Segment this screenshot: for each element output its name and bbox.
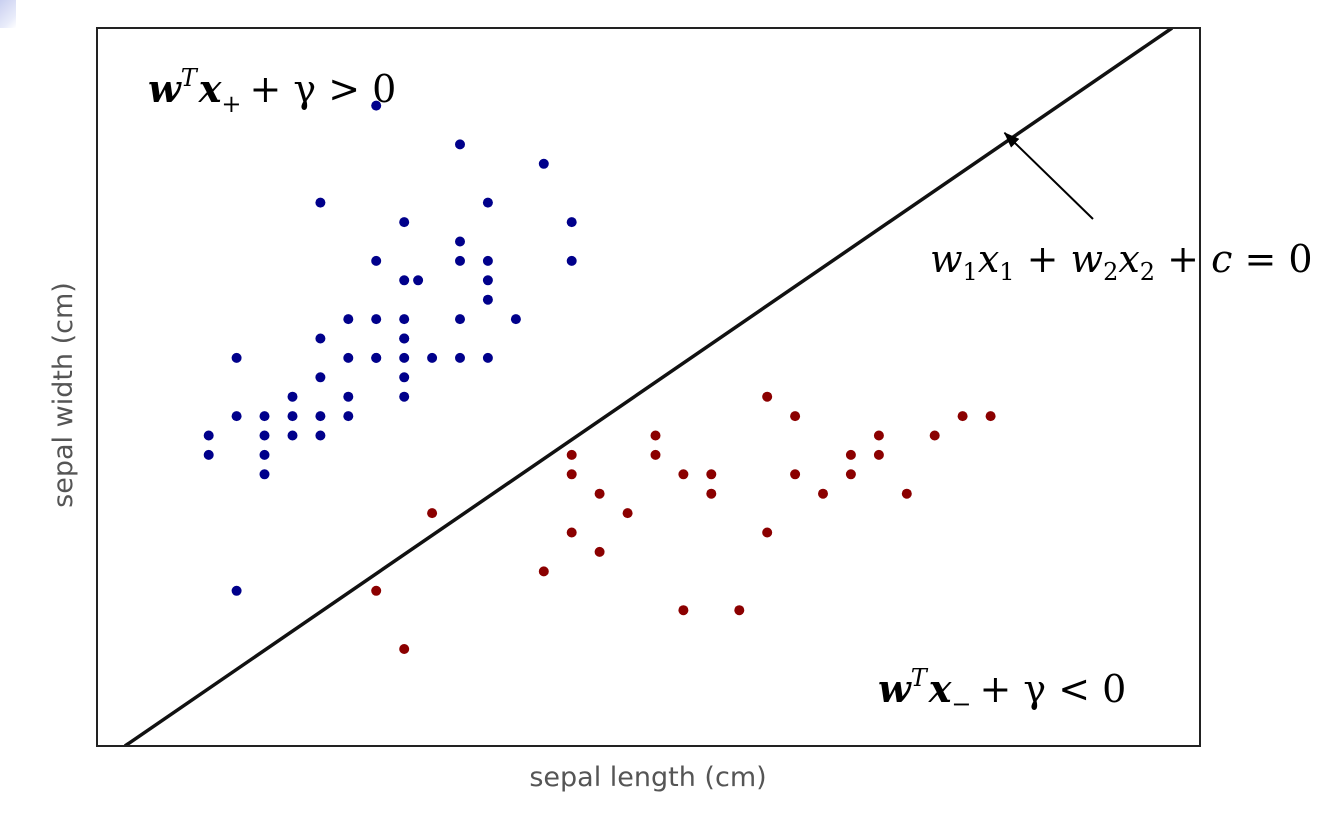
data-point-blue [315,197,326,208]
corner-decoration [0,0,16,28]
annotation-arrow [1003,132,1094,220]
y-axis-label: sepal width (cm) [48,282,79,508]
data-point-blue [371,255,382,266]
data-point-blue [315,333,326,344]
data-point-blue [259,430,270,441]
data-point-blue [371,314,382,325]
data-point-blue [371,352,382,363]
data-points [203,100,996,654]
data-point-red [845,449,856,460]
data-point-blue [566,217,577,228]
decision-boundary-line [123,28,1174,746]
data-point-red [957,411,968,422]
data-point-blue [455,139,465,150]
data-point-red [566,469,577,480]
data-point-blue [259,411,270,422]
data-point-red [622,508,633,519]
data-point-blue [455,352,465,363]
data-point-red [399,644,410,654]
data-point-red [790,411,801,422]
data-point-red [566,527,577,538]
data-point-blue [482,255,493,266]
data-point-blue [259,449,270,460]
data-point-blue [399,314,410,325]
positive-region-label: wTx+ + γ > 0 [148,64,396,118]
data-point-red [538,566,549,577]
data-point-red [762,391,773,402]
data-point-blue [287,391,298,402]
data-point-red [845,469,856,480]
data-point-red [790,469,801,480]
x-axis-label: sepal length (cm) [529,762,766,793]
data-point-blue [399,391,410,402]
data-point-blue [482,197,493,208]
data-point-blue [231,411,242,422]
data-point-red [566,449,577,460]
data-point-blue [455,314,465,325]
data-point-blue [399,372,410,383]
data-point-red [985,411,996,422]
data-point-red [371,585,382,596]
data-point-blue [343,411,354,422]
data-point-blue [399,352,410,363]
data-point-red [594,488,605,499]
negative-region-label: wTx− + γ < 0 [878,664,1126,718]
data-point-blue [482,352,493,363]
data-point-blue [315,411,326,422]
data-point-blue [455,255,465,266]
data-point-red [706,488,717,499]
data-point-red [818,488,828,499]
data-point-red [873,430,884,441]
data-point-red [427,508,438,519]
data-point-red [678,605,689,616]
data-point-blue [413,275,424,286]
data-point-blue [315,430,326,441]
data-point-blue [371,100,382,111]
data-point-red [650,430,661,441]
plot-frame [96,27,1201,747]
data-point-blue [399,333,410,344]
data-point-blue [538,158,549,169]
data-point-red [734,605,745,616]
data-point-blue [203,449,214,460]
data-point-blue [399,217,410,228]
data-point-blue [259,469,270,480]
data-point-red [901,488,912,499]
data-point-blue [231,352,242,363]
data-point-blue [287,430,298,441]
data-point-blue [343,314,354,325]
data-point-blue [427,352,438,363]
data-point-red [678,469,689,480]
data-point-blue [482,275,493,286]
data-point-blue [343,352,354,363]
data-point-blue [343,391,354,402]
data-point-red [929,430,940,441]
data-point-red [706,469,717,480]
data-point-red [762,527,773,538]
data-point-blue [566,255,577,266]
decision-line-equation: w1x1 + w2x2 + c = 0 [930,237,1313,286]
data-point-blue [455,236,465,247]
data-point-blue [287,411,298,422]
data-point-blue [231,585,242,596]
data-point-red [873,449,884,460]
data-point-blue [399,275,410,286]
data-point-red [594,546,605,557]
data-point-blue [203,430,214,441]
data-point-blue [315,372,326,383]
data-point-blue [482,294,493,305]
data-point-red [650,449,661,460]
data-point-blue [510,314,521,325]
